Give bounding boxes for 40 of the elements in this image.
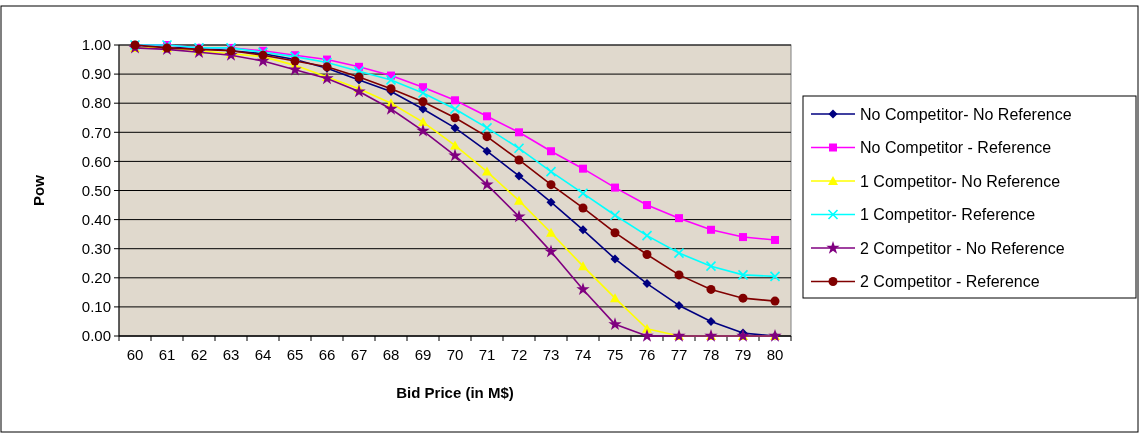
y-tick-label: 0.60 [81, 152, 111, 170]
x-tick-label: 77 [670, 346, 688, 363]
y-tick-label: 0.70 [81, 123, 111, 141]
y-tick-label: 0.10 [81, 298, 111, 316]
x-tick-label: 75 [606, 346, 624, 363]
x-tick-label: 74 [574, 346, 592, 363]
x-tick-label: 64 [254, 346, 272, 363]
x-tick-label: 78 [702, 346, 720, 363]
x-tick-label: 69 [414, 346, 432, 363]
y-tick-label: 0.90 [81, 65, 111, 83]
x-tick-label: 73 [542, 346, 560, 363]
y-tick-label: 1.00 [81, 36, 111, 54]
x-tick-label: 67 [350, 346, 368, 363]
y-tick-label: 0.80 [81, 94, 111, 112]
y-axis-title: Pow [30, 174, 47, 206]
x-tick-label: 80 [766, 346, 784, 363]
x-tick-label: 72 [510, 346, 528, 363]
y-tick-label: 0.40 [81, 210, 111, 228]
x-tick-label: 61 [158, 346, 176, 363]
legend-label: No Competitor - Reference [860, 139, 1052, 157]
x-tick-label: 65 [286, 346, 304, 363]
legend-label: 2 Competitor - Reference [860, 273, 1040, 291]
legend-label: 2 Competitor - No Reference [860, 239, 1065, 257]
x-tick-label: 76 [638, 346, 656, 363]
legend-label: 1 Competitor- Reference [860, 206, 1036, 224]
x-tick-label: 60 [126, 346, 144, 363]
y-tick-label: 0.30 [81, 239, 111, 257]
y-tick-label: 0.00 [81, 327, 111, 345]
legend-label: 1 Competitor- No Reference [860, 172, 1061, 190]
x-tick-label: 63 [222, 346, 240, 363]
x-tick-label: 68 [382, 346, 400, 363]
x-axis-title: Bid Price (in M$) [396, 384, 514, 401]
x-tick-label: 71 [478, 346, 496, 363]
x-tick-label: 79 [734, 346, 752, 363]
x-tick-label: 62 [190, 346, 208, 363]
legend-label: No Competitor- No Reference [860, 105, 1072, 123]
y-tick-label: 0.20 [81, 269, 111, 287]
x-tick-label: 66 [318, 346, 336, 363]
y-tick-label: 0.50 [81, 181, 111, 199]
x-tick-label: 70 [446, 346, 464, 363]
